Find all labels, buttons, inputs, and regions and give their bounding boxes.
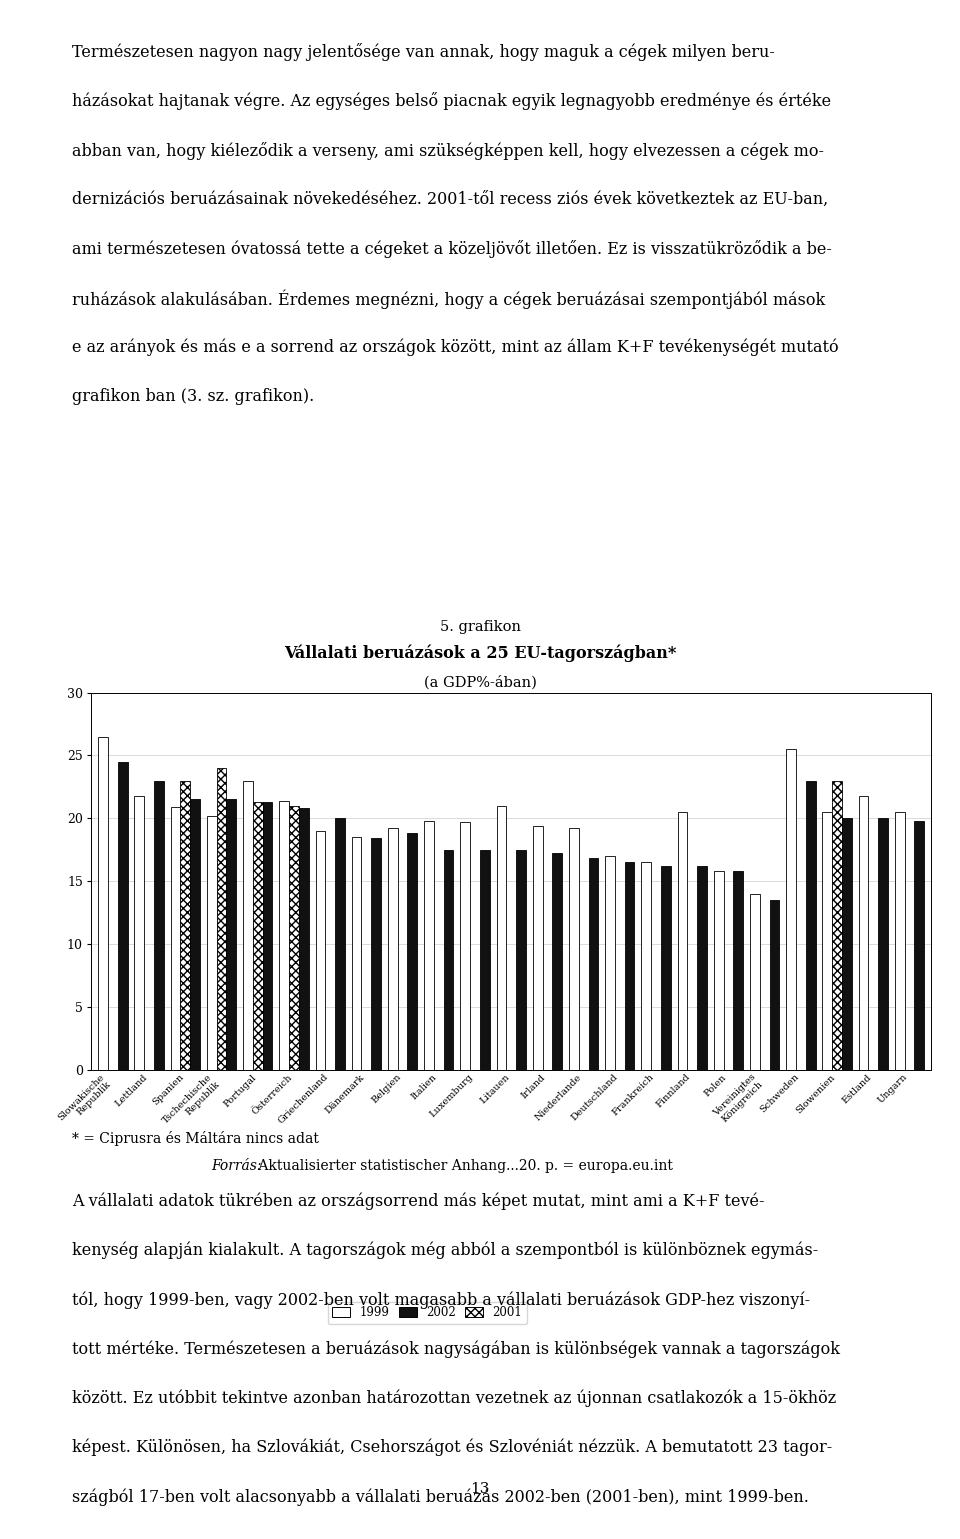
Text: Vállalati beruázások a 25 EU-tagországban*: Vállalati beruázások a 25 EU-tagországba… <box>284 645 676 662</box>
Text: e az arányok és más e a sorrend az országok között, mint az állam K+F tevékenysé: e az arányok és más e a sorrend az orszá… <box>72 339 839 356</box>
Bar <box>252 802 263 1070</box>
Bar <box>351 837 362 1070</box>
Bar <box>444 850 453 1070</box>
Text: között. Ez utóbbit tekintve azonban határozottan vezetnek az újonnan csatlakozók: között. Ez utóbbit tekintve azonban hatá… <box>72 1390 836 1407</box>
Text: kenység alapján kialakult. A tagországok még abból a szempontból is különböznek : kenység alapján kialakult. A tagországok… <box>72 1242 818 1259</box>
Bar <box>372 839 381 1070</box>
Bar <box>914 820 924 1070</box>
Bar <box>98 737 108 1070</box>
Text: szágból 17-ben volt alacsonyabb a vállalati beruázás 2002-ben (2001-ben), mint 1: szágból 17-ben volt alacsonyabb a vállal… <box>72 1488 809 1505</box>
Bar <box>714 871 724 1070</box>
Text: képest. Különösen, ha Szlovákiát, Csehországot és Szlovéniát nézzük. A bemutatot: képest. Különösen, ha Szlovákiát, Csehor… <box>72 1439 832 1456</box>
Bar <box>154 780 164 1070</box>
Bar <box>569 828 579 1070</box>
Text: ami természetesen óvatossá tette a cégeket a közeljövőt illetően. Ez is visszatü: ami természetesen óvatossá tette a cégek… <box>72 240 832 259</box>
Bar <box>750 894 759 1070</box>
Text: Aktualisierter statistischer Anhang...20. p. = europa.eu.int: Aktualisierter statistischer Anhang...20… <box>254 1159 673 1173</box>
Bar <box>786 749 796 1070</box>
Bar <box>407 833 418 1070</box>
Text: * = Ciprusra és Máltára nincs adat: * = Ciprusra és Máltára nincs adat <box>72 1131 319 1147</box>
Text: grafikon ban (3. sz. grafikon).: grafikon ban (3. sz. grafikon). <box>72 388 314 405</box>
Bar <box>733 871 743 1070</box>
Bar <box>461 822 470 1070</box>
Bar <box>227 799 236 1070</box>
Bar <box>424 820 434 1070</box>
Bar <box>289 806 299 1070</box>
Bar <box>263 802 273 1070</box>
Bar <box>805 780 815 1070</box>
Bar <box>134 796 144 1070</box>
Text: házásokat hajtanak végre. Az egységes belső piacnak egyik legnagyobb eredménye é: házásokat hajtanak végre. Az egységes be… <box>72 92 831 111</box>
Bar <box>516 850 526 1070</box>
Text: tól, hogy 1999-ben, vagy 2002-ben volt magasabb a vállalati beruázások GDP-hez v: tól, hogy 1999-ben, vagy 2002-ben volt m… <box>72 1291 810 1308</box>
Bar <box>388 828 397 1070</box>
Bar <box>832 780 842 1070</box>
Bar <box>552 854 562 1070</box>
Bar <box>588 859 598 1070</box>
Bar <box>678 813 687 1070</box>
Text: (a GDP%-ában): (a GDP%-ában) <box>423 676 537 689</box>
Bar <box>243 780 252 1070</box>
Bar <box>496 806 506 1070</box>
Text: 13: 13 <box>470 1482 490 1496</box>
Bar <box>217 768 227 1070</box>
Bar <box>823 813 832 1070</box>
Legend: 1999, 2002, 2001: 1999, 2002, 2001 <box>327 1302 527 1324</box>
Bar <box>316 831 325 1070</box>
Text: A vállalati adatok tükrében az országsorrend más képet mutat, mint ami a K+F tev: A vállalati adatok tükrében az országsor… <box>72 1193 764 1210</box>
Text: dernizációs beruázásainak növekedéséhez. 2001-től recess ziós évek következtek a: dernizációs beruázásainak növekedéséhez.… <box>72 191 828 208</box>
Bar <box>299 808 308 1070</box>
Bar <box>207 816 217 1070</box>
Bar <box>895 813 904 1070</box>
Bar <box>480 850 490 1070</box>
Bar <box>118 762 128 1070</box>
Bar <box>171 806 180 1070</box>
Text: ruházások alakulásában. Érdemes megnézni, hogy a cégek beruázásai szempontjából : ruházások alakulásában. Érdemes megnézni… <box>72 289 826 309</box>
Text: Természetesen nagyon nagy jelentősége van annak, hogy maguk a cégek milyen beru-: Természetesen nagyon nagy jelentősége va… <box>72 43 775 62</box>
Text: abban van, hogy kiéleződik a verseny, ami szükségképpen kell, hogy elvezessen a : abban van, hogy kiéleződik a verseny, am… <box>72 142 824 160</box>
Bar <box>697 866 707 1070</box>
Bar <box>335 819 345 1070</box>
Bar <box>279 800 289 1070</box>
Bar <box>770 900 780 1070</box>
Text: tott mértéke. Természetesen a beruázások nagyságában is különbségek vannak a tag: tott mértéke. Természetesen a beruázások… <box>72 1340 840 1357</box>
Bar <box>625 862 635 1070</box>
Bar <box>190 799 200 1070</box>
Bar <box>533 826 542 1070</box>
Bar <box>858 796 869 1070</box>
Bar <box>180 780 190 1070</box>
Bar <box>660 866 671 1070</box>
Text: Forrás:: Forrás: <box>211 1159 262 1173</box>
Bar <box>605 856 615 1070</box>
Bar <box>641 862 651 1070</box>
Bar <box>842 819 852 1070</box>
Bar <box>878 819 888 1070</box>
Text: 5. grafikon: 5. grafikon <box>440 620 520 634</box>
